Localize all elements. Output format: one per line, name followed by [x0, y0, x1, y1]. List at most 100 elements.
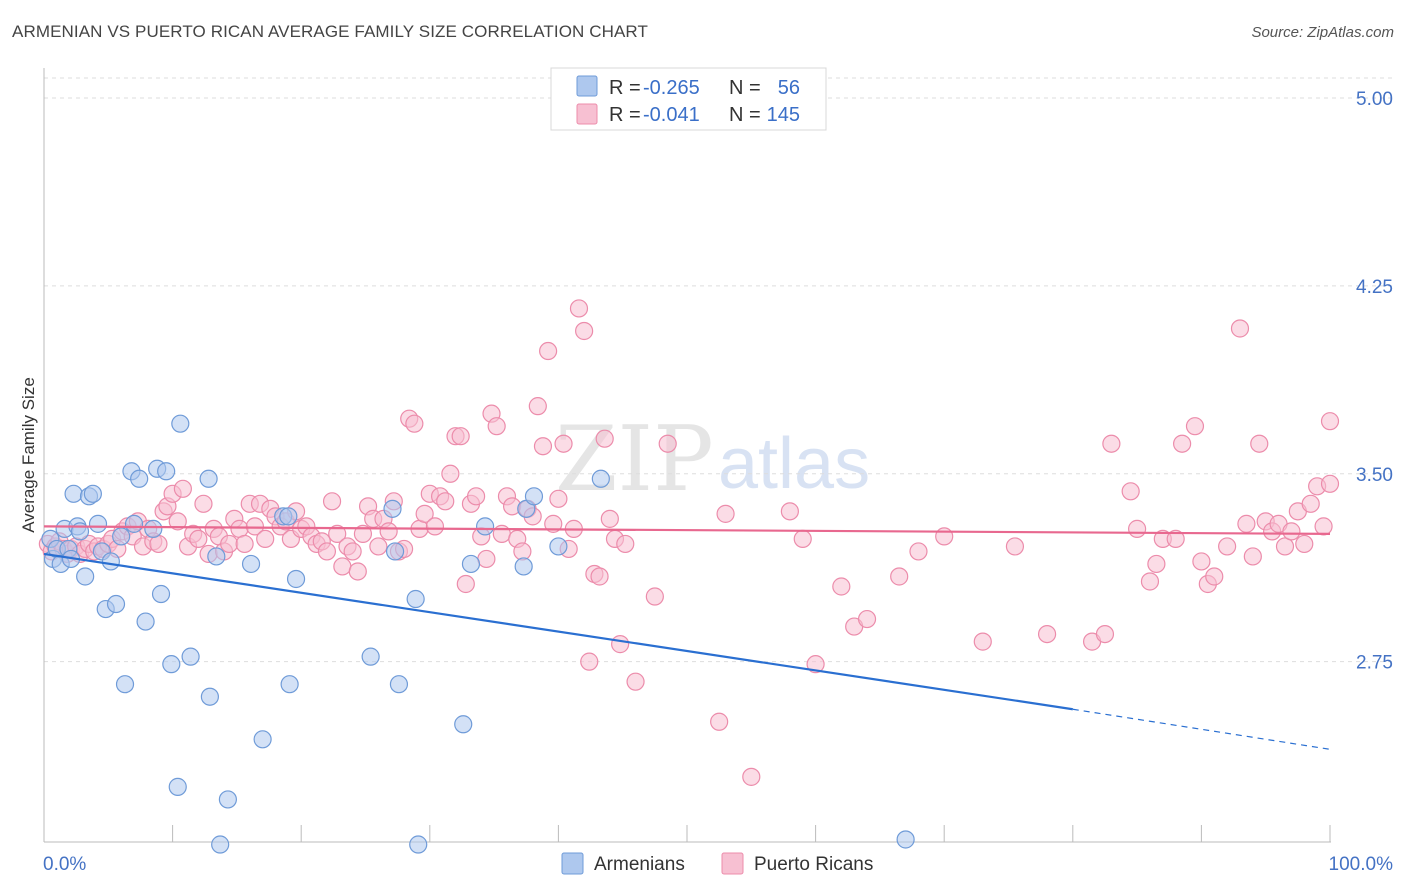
puerto-ricans-point	[343, 542, 362, 561]
armenians-point	[253, 730, 272, 749]
puerto-ricans-point	[1147, 554, 1166, 574]
legend-n-label-puerto-ricans: N =	[729, 104, 761, 126]
puerto-ricans-point	[425, 517, 445, 536]
legend-n-label-armenians: N =	[729, 77, 761, 99]
armenians-point	[207, 547, 226, 566]
puerto-ricans-point	[1320, 474, 1340, 493]
puerto-ricans-point	[1275, 537, 1295, 556]
puerto-ricans-point	[600, 509, 619, 528]
puerto-ricans-point	[580, 652, 599, 671]
puerto-ricans-point	[245, 517, 265, 536]
armenians-point	[200, 687, 219, 706]
x-tick-labels: 0.0% 100.0%	[43, 854, 1393, 875]
puerto-ricans-point	[710, 712, 729, 731]
armenians-point	[101, 552, 120, 571]
puerto-ricans-point	[436, 492, 455, 511]
puerto-ricans-point	[549, 489, 568, 508]
puerto-ricans-point	[1127, 519, 1147, 538]
puerto-ricans-point	[742, 767, 761, 786]
puerto-ricans-point	[1166, 529, 1185, 549]
puerto-ricans-point	[806, 655, 825, 674]
armenians-point	[549, 537, 568, 556]
puerto-ricans-point	[1102, 434, 1121, 453]
armenians-point	[218, 790, 237, 809]
bottom-legend-label-armenians: Armenians	[594, 854, 685, 875]
puerto-ricans-point	[539, 341, 558, 361]
puerto-ricans-trend-line	[43, 525, 1331, 535]
x-tick-label-max: 100.0%	[1329, 854, 1394, 875]
puerto-ricans-point	[973, 632, 992, 651]
puerto-ricans-point	[1250, 434, 1269, 453]
puerto-ricans-point	[616, 534, 635, 554]
armenians-point	[280, 675, 299, 694]
puerto-ricans-point	[322, 492, 342, 511]
armenians-point	[406, 589, 425, 609]
legend-swatch-armenians	[576, 75, 598, 97]
puerto-ricans-point	[1237, 514, 1256, 533]
armenians-point	[361, 647, 380, 666]
puerto-ricans-point	[533, 437, 553, 456]
puerto-ricans-point	[317, 542, 337, 561]
puerto-ricans-point	[477, 549, 496, 569]
puerto-ricans-point	[1320, 412, 1340, 431]
armenians-point	[896, 830, 915, 849]
armenians-point	[241, 554, 261, 574]
armenians-point	[88, 514, 108, 533]
armenians-point	[106, 594, 126, 614]
puerto-ricans-point	[1301, 494, 1320, 513]
axes	[43, 68, 1331, 843]
armenians-point	[83, 484, 102, 503]
puerto-ricans-point	[890, 567, 909, 586]
armenians-point	[70, 522, 90, 541]
puerto-ricans-point	[230, 519, 249, 538]
puerto-ricans-point	[369, 537, 388, 556]
y-tick-label: 2.75	[1356, 653, 1393, 674]
bottom-legend-label-puerto-ricans: Puerto Ricans	[754, 854, 873, 875]
puerto-ricans-point	[544, 514, 563, 533]
legend-swatch-puerto-ricans	[576, 103, 598, 125]
watermark-zip: ZIP	[555, 407, 714, 512]
chart-title: ARMENIAN VS PUERTO RICAN AVERAGE FAMILY …	[12, 22, 648, 41]
puerto-ricans-point	[1140, 572, 1160, 591]
puerto-ricans-point	[513, 542, 532, 561]
armenians-point	[385, 542, 405, 561]
puerto-ricans-point	[554, 434, 573, 453]
bottom-legend-swatch-puerto-ricans	[721, 852, 744, 875]
trend-lines	[43, 525, 1331, 750]
armenians-point	[383, 499, 402, 518]
y-axis-title: Average Family Size	[19, 377, 38, 533]
puerto-ricans-point	[333, 557, 352, 576]
armenians-point	[409, 835, 428, 854]
armenians-point	[454, 715, 473, 734]
armenians-point	[514, 557, 533, 576]
puerto-ricans-point	[780, 502, 799, 521]
puerto-ricans-point	[1205, 567, 1224, 586]
puerto-ricans-point	[590, 567, 609, 586]
armenians-point	[162, 655, 181, 674]
armenians-point	[199, 469, 218, 488]
puerto-ricans-point	[189, 529, 208, 549]
puerto-ricans-point	[456, 574, 475, 594]
puerto-ricans-point	[658, 434, 677, 453]
armenians-point	[211, 835, 230, 854]
armenians-point	[461, 554, 481, 574]
correlation-legend: R = -0.265 N = 56 R = -0.041 N = 145	[550, 67, 827, 131]
legend-r-label-puerto-ricans: R =	[609, 104, 641, 126]
puerto-ricans-point	[575, 321, 594, 341]
puerto-ricans-point	[328, 524, 347, 543]
puerto-ricans-point	[487, 417, 506, 436]
puerto-ricans-point	[1192, 552, 1211, 571]
puerto-ricans-point	[194, 494, 213, 513]
armenians-point	[151, 584, 171, 604]
y-tick-labels: 2.75 3.50 4.25 5.00	[1356, 89, 1393, 674]
armenians-point	[181, 647, 200, 666]
puerto-ricans-point	[1095, 624, 1115, 644]
armenians-point	[171, 414, 190, 433]
puerto-ricans-point	[149, 534, 168, 554]
armenians-trend-extension	[1072, 708, 1331, 750]
armenians-point	[130, 469, 149, 488]
puerto-ricans-point	[935, 527, 954, 546]
puerto-ricans-point	[441, 464, 460, 483]
armenians-points	[41, 414, 915, 854]
